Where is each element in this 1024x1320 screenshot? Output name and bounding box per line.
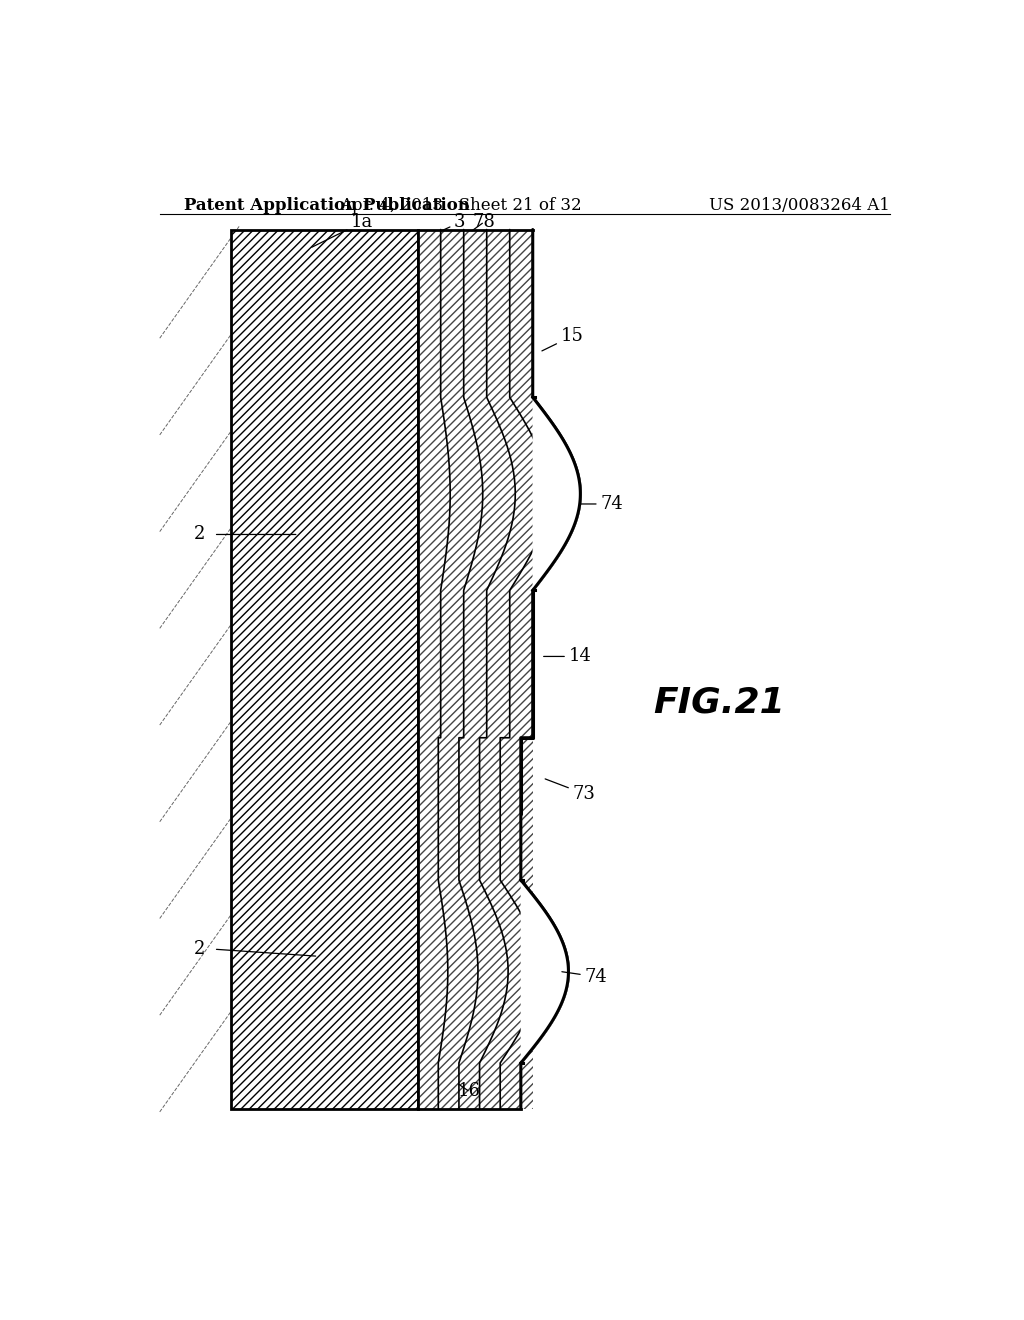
Bar [231,230,418,1109]
Text: 74: 74 [562,968,607,986]
Text: 16: 16 [458,1082,480,1101]
Text: Patent Application Publication: Patent Application Publication [183,197,469,214]
Text: 14: 14 [544,647,591,665]
Bar [418,230,532,1109]
Bar [231,230,418,1109]
Text: 15: 15 [542,327,584,351]
Bar [418,230,532,1109]
Text: 2: 2 [194,525,205,544]
Text: 73: 73 [545,779,595,803]
Text: 78: 78 [472,214,495,231]
Text: 2: 2 [194,940,205,958]
Text: Apr. 4, 2013   Sheet 21 of 32: Apr. 4, 2013 Sheet 21 of 32 [341,197,582,214]
Text: 74: 74 [581,495,623,513]
Text: 3: 3 [441,214,466,231]
Text: US 2013/0083264 A1: US 2013/0083264 A1 [709,197,890,214]
Text: FIG.21: FIG.21 [653,685,785,719]
Text: 1a: 1a [311,214,373,247]
